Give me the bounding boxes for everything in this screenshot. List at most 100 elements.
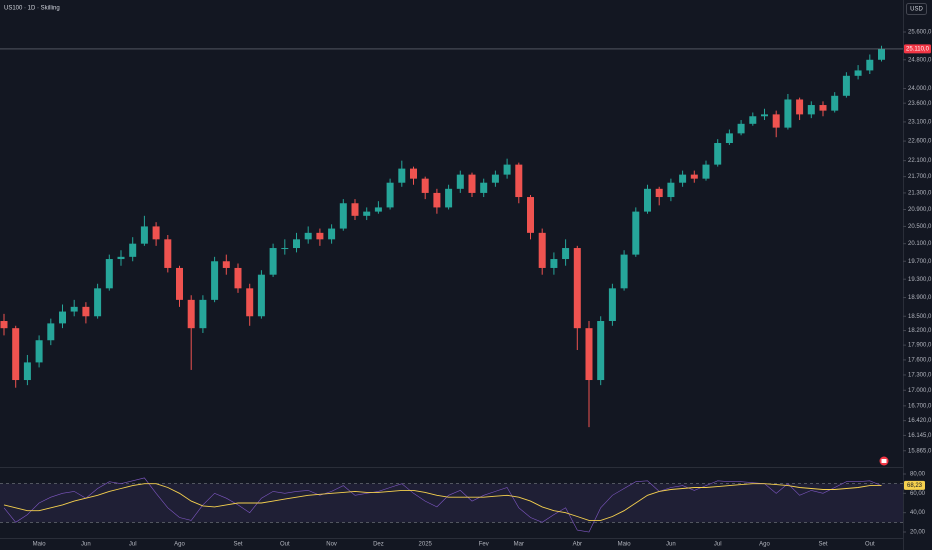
candle-body [304,232,312,240]
candle-body [878,48,885,60]
y-tick-label: 17.900,0 [908,343,932,349]
candle-body [585,328,593,381]
candle-body [761,114,768,117]
candle-body [632,211,640,255]
candle-body [199,299,207,329]
y-tick-label: 60,00 [910,491,926,497]
y-tick-label: 16.700,0 [908,403,932,409]
candle-body [679,174,687,183]
y-tick-label: 16.145,0 [908,433,932,439]
candle-body [269,248,277,275]
x-tick-label: Jun [81,542,91,548]
candle-body [339,203,347,229]
x-tick-label: Maio [618,542,632,548]
candle-body [421,178,429,193]
rsi-line [3,477,882,533]
candle-body [702,164,710,179]
candle-body [316,232,324,240]
candle-body [257,274,265,317]
currency-box[interactable] [906,3,927,15]
candle-body [293,239,300,249]
candle-body [620,254,628,289]
y-tick-label: 19.300,0 [908,277,932,283]
icon-glyph[interactable] [881,459,887,463]
candle-body [491,174,499,183]
y-tick-label: 15.865,0 [908,448,932,454]
currency[interactable]: USD [910,7,923,13]
y-tick-label: 17.600,0 [908,357,932,363]
candle-body [538,232,546,268]
candle-body [129,243,137,257]
x-tick-label: Jun [666,542,676,548]
candle-body [386,182,394,208]
candle-body [831,95,839,111]
candle-body [234,267,242,289]
candle-body [527,197,534,233]
y-tick-label: 40,00 [910,510,926,516]
candle-body [644,188,651,212]
candle-body [164,239,172,268]
y-tick-label: 24.000,0 [908,86,932,92]
candle-body [433,192,441,208]
candle-body [807,105,815,115]
candle-body [480,182,488,193]
candle-body [772,114,780,128]
candle-body [866,59,874,71]
candle-body [59,311,66,324]
x-tick-label: Out [280,542,290,548]
candle-body [94,288,102,317]
x-tick-label: Out [865,542,875,548]
candle-body [410,168,417,179]
candle-body [105,259,113,289]
candle-body [35,340,43,363]
y-tick-label: 19.700,0 [908,259,932,265]
y-tick-label: 18.500,0 [908,314,932,320]
x-tick-label: Dez [373,542,384,548]
candle-body [749,116,757,124]
y-tick-label: 20,00 [910,530,926,536]
y-tick-label: 17.300,0 [908,373,932,379]
candle-body [784,99,792,128]
candle-body [690,174,698,179]
y-tick-label: 20.100,0 [908,241,932,247]
candle-body [456,174,464,189]
candle-body [0,321,8,329]
candle-body [70,306,78,312]
candle-body [550,259,558,268]
candle-body [445,188,453,208]
candle-body [597,321,605,381]
candle-body [725,133,733,144]
x-tick-label: Nov [326,542,337,548]
candle-body [23,362,31,381]
y-tick-label: 16.420,0 [908,418,932,424]
x-tick-label: Maio [33,542,47,548]
price-tag-label: 25.110,0 [906,46,930,52]
y-tick-label: 23.600,0 [908,101,932,107]
candle-body [222,261,230,268]
candle-body [281,248,289,250]
candle-body [854,70,862,76]
x-tick-label: Abr [573,542,582,548]
candle-body [796,99,804,115]
candle-body [152,226,160,240]
candle-body [140,226,148,244]
candle-body [562,248,570,260]
candle-body [211,261,219,300]
candle-body [667,182,675,198]
price-tag [904,44,931,54]
y-tick-label: 17.000,0 [908,388,932,394]
candle-body [176,267,183,300]
candle-body [819,105,827,111]
y-tick-label: 18.200,0 [908,328,932,334]
y-tick-label: 20.500,0 [908,224,932,230]
candle-body [655,188,663,198]
candle-body [187,299,195,329]
candle-body [47,323,55,341]
y-tick-label: 23.100,0 [908,119,932,125]
rsi-tag-label: 68,23 [907,483,923,489]
candle-body [737,123,745,134]
alert-icon[interactable] [879,456,889,466]
candle-body [374,207,382,212]
x-tick-label: Set [233,542,242,548]
